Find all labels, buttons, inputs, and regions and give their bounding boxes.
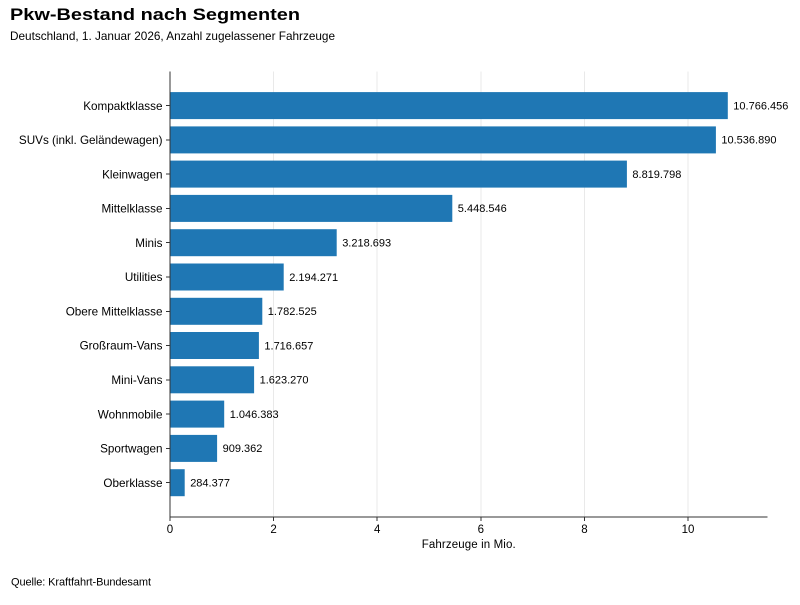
svg-text:10.766.456: 10.766.456: [733, 100, 788, 112]
svg-text:2.194.271: 2.194.271: [289, 272, 338, 284]
svg-text:Großraum-Vans: Großraum-Vans: [80, 340, 163, 353]
svg-text:1.782.525: 1.782.525: [268, 306, 317, 318]
svg-text:Pkw-Bestand nach Segmenten: Pkw-Bestand nach Segmenten: [10, 5, 300, 24]
svg-text:Sportwagen: Sportwagen: [100, 443, 162, 456]
svg-text:Quelle: Kraftfahrt-Bundesamt: Quelle: Kraftfahrt-Bundesamt: [11, 576, 151, 588]
svg-text:Obere Mittelklasse: Obere Mittelklasse: [66, 306, 163, 319]
svg-text:Minis: Minis: [135, 237, 162, 250]
svg-text:2: 2: [270, 524, 276, 536]
svg-text:1.716.657: 1.716.657: [264, 340, 313, 352]
svg-text:0: 0: [167, 524, 173, 536]
svg-text:Oberklasse: Oberklasse: [103, 477, 162, 490]
svg-text:909.362: 909.362: [223, 443, 263, 455]
svg-text:Kompaktklasse: Kompaktklasse: [83, 100, 162, 113]
svg-text:8.819.798: 8.819.798: [632, 169, 681, 181]
svg-text:Wohnmobile: Wohnmobile: [98, 408, 163, 421]
svg-text:8: 8: [581, 524, 587, 536]
svg-text:10.536.890: 10.536.890: [721, 135, 776, 147]
svg-text:1.623.270: 1.623.270: [260, 375, 309, 387]
svg-text:Utilities: Utilities: [125, 271, 163, 284]
svg-text:3.218.693: 3.218.693: [342, 238, 391, 250]
svg-text:Mini-Vans: Mini-Vans: [111, 374, 162, 387]
svg-text:1.046.383: 1.046.383: [230, 409, 279, 421]
svg-text:Fahrzeuge in Mio.: Fahrzeuge in Mio.: [422, 539, 516, 551]
svg-text:284.377: 284.377: [190, 478, 230, 490]
svg-text:6: 6: [478, 524, 484, 536]
svg-text:SUVs (inkl. Geländewagen): SUVs (inkl. Geländewagen): [19, 134, 163, 147]
svg-text:10: 10: [682, 524, 695, 536]
svg-text:4: 4: [374, 524, 381, 536]
svg-text:5.448.546: 5.448.546: [458, 203, 507, 215]
svg-text:Kleinwagen: Kleinwagen: [102, 168, 162, 181]
svg-text:Mittelklasse: Mittelklasse: [101, 203, 162, 216]
svg-text:Deutschland, 1. Januar 2026, A: Deutschland, 1. Januar 2026, Anzahl zuge…: [10, 29, 335, 43]
